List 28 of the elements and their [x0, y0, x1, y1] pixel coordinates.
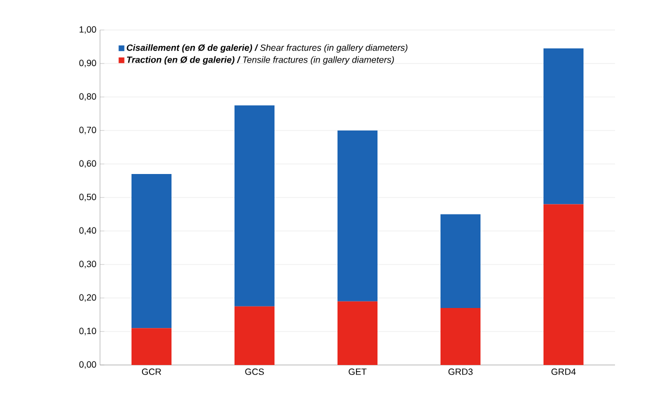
x-tick-label: GCS [245, 368, 264, 375]
bar [132, 174, 172, 328]
x-tick-label: GET [348, 368, 367, 375]
bar [440, 308, 480, 365]
bar [338, 301, 378, 365]
y-tick-label: 0,20 [79, 294, 96, 302]
legend-label: Cisaillement (en Ø de galerie) / Shear fractures (in gallery diameters) [126, 44, 408, 53]
y-tick-label: 0,00 [79, 361, 96, 369]
x-tick-label: GRD4 [551, 368, 576, 375]
y-tick-label: 0,60 [79, 160, 96, 168]
y-tick-label: 0,40 [79, 227, 96, 235]
y-tick-label: 0,30 [79, 260, 96, 268]
y-tick-label: 0,50 [79, 194, 96, 202]
legend-label: Traction (en Ø de galerie) / Tensile fractures (in gallery diameters) [126, 56, 394, 65]
y-tick-label: 0,90 [79, 60, 96, 68]
y-tick-label: 1,00 [80, 26, 96, 34]
bar [132, 328, 172, 365]
bar [440, 214, 480, 308]
bar [234, 306, 275, 365]
y-tick-label: 0,70 [79, 126, 96, 134]
bar [544, 48, 584, 204]
bar [338, 130, 378, 302]
y-tick-label: 0,10 [79, 328, 96, 336]
bar [544, 204, 584, 365]
bar [234, 105, 275, 306]
x-tick-label: GCR [142, 368, 162, 375]
x-tick-label: GRD3 [448, 368, 473, 375]
y-tick-label: 0,80 [79, 93, 96, 101]
